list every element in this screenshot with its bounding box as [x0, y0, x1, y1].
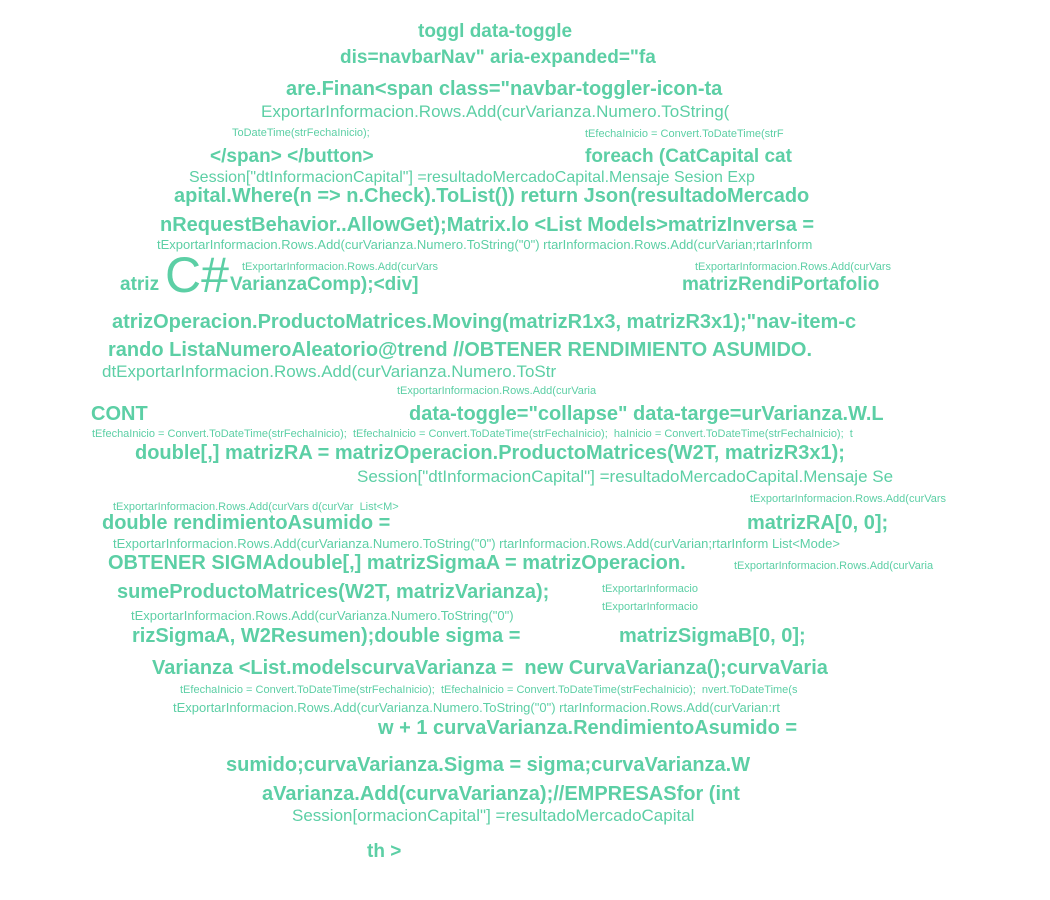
cloud-line: matrizRendiPortafolio [682, 274, 879, 295]
cloud-line: sumeProductoMatrices(W2T, matrizVarianza… [117, 581, 549, 603]
cloud-line: VarianzaComp);<div] [230, 274, 418, 295]
cloud-line: tExportarInformacion.Rows.Add(curVaria [734, 560, 934, 572]
csharp-logo-text: C# [165, 247, 229, 303]
cloud-line: tExportarInformacio [602, 601, 698, 613]
cloud-line: tExportarInformacion.Rows.Add(curVars [242, 261, 439, 273]
cloud-line: </span> </button> [210, 146, 374, 167]
cloud-line: tExportarInformacion.Rows.Add(curVarianz… [173, 700, 780, 715]
cloud-line: matrizSigmaB[0, 0]; [619, 625, 806, 647]
cloud-line: tExportarInformacio [602, 583, 698, 595]
cloud-line: tExportarInformacion.Rows.Add(curVars d(… [113, 501, 399, 513]
cloud-line: sumido;curvaVarianza.Sigma = sigma;curva… [226, 754, 750, 776]
cloud-line: apital.Where(n => n.Check).ToList()) ret… [174, 185, 809, 207]
cloud-line: dis=navbarNav" aria-expanded="fa [340, 47, 656, 68]
cloud-line: th > [367, 841, 401, 862]
cloud-line: ToDateTime(strFechaInicio); [232, 127, 370, 139]
cloud-line: Session[ormacionCapital"] =resultadoMerc… [292, 806, 694, 825]
cloud-line: Session["dtInformacionCapital"] =resulta… [357, 467, 893, 486]
cloud-line: rizSigmaA, W2Resumen);double sigma = [132, 625, 520, 647]
cloud-line: ExportarInformacion.Rows.Add(curVarianza… [261, 102, 730, 121]
cloud-line: atriz [120, 274, 159, 295]
cloud-line: tExportarInformacion.Rows.Add(curVarianz… [157, 237, 812, 252]
cloud-line: nRequestBehavior..AllowGet);Matrix.lo <L… [160, 214, 814, 236]
cloud-line: tEfechaInicio = Convert.ToDateTime(strF [585, 128, 784, 140]
cloud-line: toggl data-toggle [418, 21, 572, 42]
cloud-line: double rendimientoAsumido = [102, 512, 390, 534]
cloud-line: tExportarInformacion.Rows.Add(curVars [695, 261, 892, 273]
cloud-line: data-toggle="collapse" data-targe=urVari… [409, 403, 884, 425]
cloud-line: CONT [91, 403, 148, 425]
cloud-line: are.Finan<span class="navbar-toggler-ico… [286, 78, 723, 100]
cloud-line: atrizOperacion.ProductoMatrices.Moving(m… [112, 311, 856, 333]
cloud-line: tExportarInformacion.Rows.Add(curVars [750, 493, 947, 505]
cloud-line: tEfechaInicio = Convert.ToDateTime(strFe… [92, 428, 853, 440]
cloud-line: matrizRA[0, 0]; [747, 512, 888, 534]
cloud-line: Session["dtInformacionCapital"] =resulta… [189, 169, 755, 186]
cloud-line: tExportarInformacion.Rows.Add(curVarianz… [113, 536, 840, 551]
cloud-line: tEfechaInicio = Convert.ToDateTime(strFe… [180, 684, 798, 696]
cloud-line: aVarianza.Add(curvaVarianza);//EMPRESASf… [262, 783, 740, 805]
cloud-line: OBTENER SIGMAdouble[,] matrizSigmaA = ma… [108, 552, 686, 574]
cloud-line: foreach (CatCapital cat [585, 146, 793, 167]
cloud-line: dtExportarInformacion.Rows.Add(curVarian… [102, 362, 556, 381]
cloud-line: double[,] matrizRA = matrizOperacion.Pro… [135, 442, 845, 464]
cloud-line: rando ListaNumeroAleatorio@trend //OBTEN… [108, 339, 812, 361]
cloud-line: w + 1 curvaVarianza.RendimientoAsumido = [377, 717, 797, 739]
cloud-line: tExportarInformacion.Rows.Add(curVarianz… [131, 608, 514, 623]
cloud-line: Varianza <List.modelscurvaVarianza = new… [152, 657, 829, 679]
cloud-line: tExportarInformacion.Rows.Add(curVaria [397, 385, 597, 397]
